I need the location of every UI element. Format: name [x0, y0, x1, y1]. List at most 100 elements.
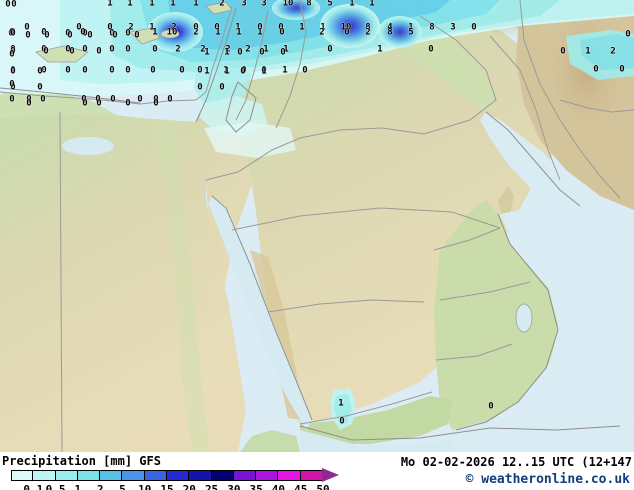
colorbar-segment	[233, 470, 257, 481]
precip-value: 0	[10, 28, 16, 39]
region-mesopotamia	[300, 0, 500, 112]
country-borders	[0, 0, 634, 452]
colorbar-tick: 0.1	[23, 483, 44, 490]
colorbar-overflow-arrow	[322, 468, 339, 482]
precip-value: 1	[170, 0, 176, 9]
precip-value: 1	[193, 0, 199, 9]
colorbar-tick: 20	[182, 483, 196, 490]
colorbar-segment	[166, 470, 190, 481]
precip-value: 0	[302, 65, 308, 76]
precip-value: 0	[9, 79, 15, 90]
landmass-arabia	[236, 12, 560, 424]
precip-value: 0	[37, 66, 43, 77]
precip-value: 0	[125, 98, 131, 109]
precip-value: 0	[167, 94, 173, 105]
colorbar-segment	[300, 470, 323, 481]
precip-value: 0	[67, 30, 73, 41]
precip-value: 0	[44, 30, 50, 41]
precip-value: 1	[204, 47, 210, 58]
precip-value: 0	[65, 28, 71, 39]
precip-value: 0	[9, 27, 15, 38]
precip-value: 1	[149, 22, 155, 33]
precip-value: 0	[109, 65, 115, 76]
colorbar-segment	[211, 470, 234, 481]
precip-value: 0	[179, 65, 185, 76]
precipitation-colorbar[interactable]	[11, 470, 323, 481]
precip-value: 0	[96, 46, 102, 57]
precip-value: 0	[9, 49, 15, 60]
precip-value: 1	[152, 27, 158, 38]
precip-value: 0	[24, 22, 30, 33]
oman-musandam	[498, 186, 514, 216]
precip-value: 0	[344, 27, 350, 38]
precip-value: 0	[339, 416, 345, 427]
colorbar-tick: 5	[119, 483, 126, 490]
precip-value: 1	[215, 27, 221, 38]
lake-nasser	[62, 137, 114, 155]
precip-value: 0	[10, 82, 16, 93]
precip-value: 0	[259, 47, 265, 58]
precip-value: 0	[134, 30, 140, 41]
map-canvas	[0, 0, 634, 452]
precip-value: 1	[224, 66, 230, 77]
precip-value: 1	[283, 44, 289, 55]
precip-value: 0	[153, 98, 159, 109]
precip-value: 0	[593, 64, 599, 75]
precip-value: 8	[365, 22, 371, 33]
map-footer: Precipitation [mm] GFS 0.1 0.5 1 2 5 10 15 20 25…	[0, 452, 634, 490]
precip-value: 0	[76, 22, 82, 33]
precip-value: 1	[224, 47, 230, 58]
colorbar-segment	[278, 470, 301, 481]
colorbar-segment	[100, 470, 123, 481]
colorbar-tick: 40	[271, 483, 286, 490]
precip-value: 0	[65, 65, 71, 76]
precip-value: 0	[327, 44, 333, 55]
precip-value: 1	[408, 22, 414, 33]
precip-value: 2	[193, 27, 199, 38]
nile-valley	[150, 120, 210, 452]
precip-value: 0	[10, 46, 16, 57]
colorbar-segment	[189, 470, 212, 481]
landmass-horn-africa	[240, 430, 300, 452]
colorbar-tick: 0.5	[45, 483, 66, 490]
precip-value: 5	[327, 0, 333, 9]
precip-value: 0	[65, 44, 71, 55]
precip-value: 8	[306, 0, 312, 9]
precip-value: 1	[585, 46, 591, 57]
precip-value: 1	[263, 44, 269, 55]
precip-value: 1	[320, 22, 326, 33]
colorbar-segment	[256, 470, 279, 481]
precip-value: 0	[279, 27, 285, 38]
map-islands	[35, 1, 233, 63]
precip-value: 0	[10, 28, 16, 39]
precip-value: 10	[282, 0, 294, 9]
precipitation-map[interactable]: 0 1 1 1 1 1 2 3 3 10 8 5 1 1 0 0 0 2 1 2 0 0 1 0 0 1 1 10 8 4 1 8 3 0 0 0 0 0…	[0, 0, 634, 452]
precip-value: 1	[149, 0, 155, 9]
legend-title: Precipitation [mm] GFS	[2, 454, 161, 468]
landmass-oman	[434, 200, 560, 430]
precip-value: 0	[26, 98, 32, 109]
precip-value: 1	[107, 0, 113, 9]
precip-value: 0	[125, 65, 131, 76]
precip-value: 2	[200, 44, 206, 55]
precip-value: 0	[37, 82, 43, 93]
precip-value: 1	[223, 65, 229, 76]
precip-value: 2	[171, 22, 177, 33]
precip-value: 0	[41, 27, 47, 38]
precip-value: 0	[428, 44, 434, 55]
precip-value: 0	[197, 65, 203, 76]
precip-value: 0	[153, 94, 159, 105]
precip-value: 0	[69, 46, 75, 57]
precip-value: 2	[219, 0, 225, 9]
precip-value: 1	[235, 22, 241, 33]
precip-value: 0	[10, 65, 16, 76]
precip-value: 10	[166, 27, 178, 38]
precip-value: 2	[128, 22, 134, 33]
precip-value: 1	[377, 44, 383, 55]
precip-value: 1	[127, 0, 133, 9]
precip-value: 0	[125, 28, 131, 39]
precip-value: 2	[365, 27, 371, 38]
colorbar-tick: 35	[249, 483, 263, 490]
precip-value: 0	[214, 22, 220, 33]
precip-value: 0	[82, 98, 88, 109]
